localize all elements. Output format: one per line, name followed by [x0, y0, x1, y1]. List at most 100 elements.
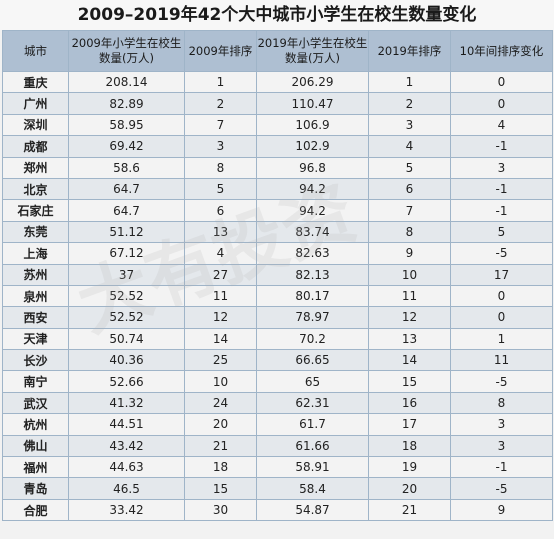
table-row: 天津 50.74 14 70.2 13 1 — [2, 327, 553, 351]
cell-students-2009: 51.12 — [68, 220, 185, 244]
cell-rank-change: 8 — [450, 391, 553, 415]
cell-students-2009: 33.42 — [68, 498, 185, 522]
header-students-2009: 2009年小学生在校生数量(万人) — [68, 30, 185, 72]
cell-students-2019: 206.29 — [256, 70, 369, 94]
cell-rank-change: 17 — [450, 263, 553, 286]
table-row: 福州 44.63 18 58.91 19 -1 — [2, 456, 553, 479]
cell-students-2019: 66.65 — [256, 349, 369, 372]
cell-students-2009: 44.51 — [68, 413, 185, 436]
cell-rank-2019: 15 — [368, 370, 451, 393]
cell-rank-2009: 3 — [184, 135, 257, 158]
cell-rank-2019: 21 — [368, 498, 451, 522]
table-row: 重庆 208.14 1 206.29 1 0 — [2, 70, 553, 94]
cell-city: 武汉 — [2, 391, 69, 415]
cell-rank-change: 9 — [450, 498, 553, 522]
cell-students-2019: 65 — [256, 370, 369, 393]
cell-rank-2019: 4 — [368, 135, 451, 158]
cell-rank-2009: 1 — [184, 70, 257, 94]
table-row: 苏州 37 27 82.13 10 17 — [2, 263, 553, 286]
header-rank-change: 10年间排序变化 — [450, 30, 553, 72]
cell-rank-change: 0 — [450, 306, 553, 329]
cell-rank-2019: 14 — [368, 349, 451, 372]
table-row: 长沙 40.36 25 66.65 14 11 — [2, 349, 553, 372]
cell-students-2009: 50.74 — [68, 327, 185, 351]
cell-students-2019: 94.2 — [256, 177, 369, 201]
header-rank-2009: 2009年排序 — [184, 30, 257, 72]
cell-rank-change: 3 — [450, 156, 553, 179]
cell-students-2019: 94.2 — [256, 199, 369, 222]
cell-rank-2009: 14 — [184, 327, 257, 351]
cell-rank-2009: 18 — [184, 456, 257, 479]
table-row: 广州 82.89 2 110.47 2 0 — [2, 92, 553, 115]
table-row: 西安 52.52 12 78.97 12 0 — [2, 306, 553, 329]
cell-rank-2019: 7 — [368, 199, 451, 222]
cell-students-2009: 52.52 — [68, 284, 185, 308]
cell-students-2009: 58.6 — [68, 156, 185, 179]
table-title: 2009–2019年42个大中城市小学生在校生数量变化 — [0, 0, 554, 30]
cell-city: 上海 — [2, 242, 69, 265]
cell-rank-2009: 27 — [184, 263, 257, 286]
cell-rank-2009: 25 — [184, 349, 257, 372]
cell-students-2019: 96.8 — [256, 156, 369, 179]
cell-students-2009: 64.7 — [68, 199, 185, 222]
table-row: 东莞 51.12 13 83.74 8 5 — [2, 220, 553, 244]
cell-students-2009: 37 — [68, 263, 185, 286]
cell-students-2019: 102.9 — [256, 135, 369, 158]
cell-city: 重庆 — [2, 70, 69, 94]
table-body: 重庆 208.14 1 206.29 1 0 广州 82.89 2 110.47 2 0 深圳 58.95… — [2, 70, 553, 522]
table-row: 上海 67.12 4 82.63 9 -5 — [2, 242, 553, 265]
cell-city: 郑州 — [2, 156, 69, 179]
cell-rank-2009: 7 — [184, 113, 257, 137]
cell-rank-change: -1 — [450, 199, 553, 222]
cell-students-2019: 78.97 — [256, 306, 369, 329]
cell-students-2019: 82.13 — [256, 263, 369, 286]
cell-rank-2009: 11 — [184, 284, 257, 308]
cell-students-2019: 80.17 — [256, 284, 369, 308]
cell-rank-change: 1 — [450, 327, 553, 351]
cell-rank-2019: 16 — [368, 391, 451, 415]
cell-students-2009: 41.32 — [68, 391, 185, 415]
cell-rank-2009: 15 — [184, 477, 257, 500]
cell-rank-2019: 10 — [368, 263, 451, 286]
cell-city: 福州 — [2, 456, 69, 479]
cell-rank-2019: 12 — [368, 306, 451, 329]
cell-students-2009: 52.52 — [68, 306, 185, 329]
cell-city: 石家庄 — [2, 199, 69, 222]
cell-students-2019: 58.4 — [256, 477, 369, 500]
cell-city: 深圳 — [2, 113, 69, 137]
cell-rank-change: 0 — [450, 284, 553, 308]
cell-rank-2019: 9 — [368, 242, 451, 265]
cell-city: 泉州 — [2, 284, 69, 308]
cell-students-2009: 82.89 — [68, 92, 185, 115]
data-table: 城市 2009年小学生在校生数量(万人) 2009年排序 2019年小学生在校生… — [2, 30, 553, 522]
cell-rank-2009: 13 — [184, 220, 257, 244]
cell-students-2009: 64.7 — [68, 177, 185, 201]
cell-rank-change: -5 — [450, 242, 553, 265]
cell-rank-change: -1 — [450, 177, 553, 201]
cell-students-2019: 54.87 — [256, 498, 369, 522]
cell-rank-2019: 1 — [368, 70, 451, 94]
cell-students-2019: 61.66 — [256, 434, 369, 458]
cell-rank-change: 3 — [450, 434, 553, 458]
cell-rank-2019: 18 — [368, 434, 451, 458]
cell-city: 佛山 — [2, 434, 69, 458]
cell-city: 长沙 — [2, 349, 69, 372]
cell-rank-2009: 5 — [184, 177, 257, 201]
cell-students-2019: 58.91 — [256, 456, 369, 479]
table-row: 石家庄 64.7 6 94.2 7 -1 — [2, 199, 553, 222]
cell-students-2009: 40.36 — [68, 349, 185, 372]
cell-students-2009: 67.12 — [68, 242, 185, 265]
table-row: 深圳 58.95 7 106.9 3 4 — [2, 113, 553, 137]
cell-rank-change: 0 — [450, 92, 553, 115]
cell-rank-2009: 6 — [184, 199, 257, 222]
cell-city: 南宁 — [2, 370, 69, 393]
cell-students-2009: 208.14 — [68, 70, 185, 94]
cell-rank-change: -5 — [450, 477, 553, 500]
table-row: 泉州 52.52 11 80.17 11 0 — [2, 284, 553, 308]
cell-city: 杭州 — [2, 413, 69, 436]
cell-rank-2019: 19 — [368, 456, 451, 479]
cell-students-2009: 69.42 — [68, 135, 185, 158]
cell-rank-2009: 20 — [184, 413, 257, 436]
cell-students-2019: 82.63 — [256, 242, 369, 265]
